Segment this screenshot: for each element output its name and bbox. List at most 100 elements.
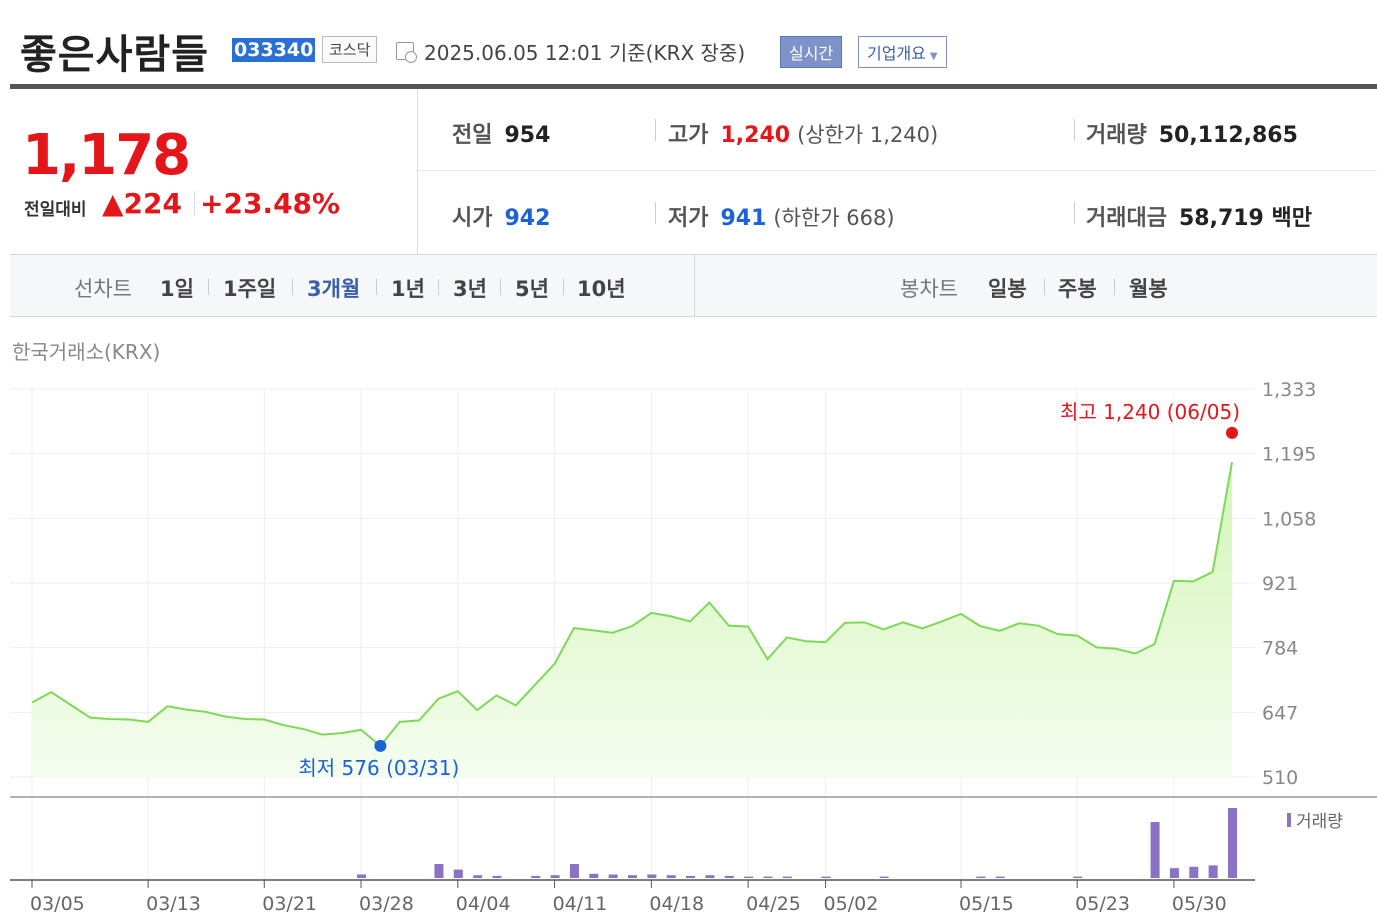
volume-bar	[531, 875, 541, 878]
tab-1d[interactable]: 1일	[160, 277, 194, 301]
stat-open-value: 942	[504, 206, 551, 231]
stat-amount-value: 58,719 백만	[1178, 206, 1313, 231]
tabs-divider	[694, 255, 695, 317]
stat-divider	[655, 202, 656, 224]
volume-bar	[1208, 865, 1218, 878]
volume-bar	[492, 875, 502, 878]
stat-prev-value: 954	[504, 123, 551, 148]
tab-divider	[376, 279, 377, 295]
volume-bar	[1150, 822, 1160, 878]
tab-5y[interactable]: 5년	[515, 277, 549, 301]
y-tick-label: 1,058	[1262, 508, 1316, 530]
tab-weekly[interactable]: 주봉	[1058, 277, 1097, 301]
volume-bar	[744, 876, 754, 878]
price-line	[31, 461, 1233, 748]
volume-bar	[879, 876, 889, 878]
price-chart[interactable]: 1,333 1,195 1,058 921 784 647 510 최저 576 (03/31…	[0, 370, 1377, 915]
x-tick-label: 05/15	[959, 893, 1014, 915]
low-marker	[374, 739, 387, 752]
volume-bar	[434, 864, 444, 878]
tab-divider	[292, 279, 293, 295]
volume-bar	[473, 875, 483, 878]
tab-divider	[1114, 279, 1115, 295]
header-divider	[10, 84, 1377, 89]
volume-bar	[782, 876, 792, 878]
stat-low-label: 저가	[668, 206, 709, 231]
tab-divider	[563, 279, 564, 295]
dropdown-caret-icon: ▼	[929, 51, 938, 62]
stats-row-2: 시가 942 저가 941 (하한가 668) 거래대금 58,719 백만	[418, 172, 1377, 254]
x-tick-label: 03/13	[146, 893, 201, 915]
x-tick-label: 04/04	[456, 893, 511, 915]
volume-bar	[647, 874, 657, 878]
volume-bar	[1189, 866, 1199, 878]
stat-divider	[1074, 202, 1075, 224]
stock-header: 좋은사람들 033340 코스닥 2025.06.05 12:01 기준(KRX…	[0, 0, 1377, 84]
tab-10y[interactable]: 10년	[577, 277, 626, 301]
stat-prev-label: 전일	[452, 123, 493, 148]
x-tick-label: 03/05	[30, 893, 85, 915]
company-info-label: 기업개요	[867, 44, 926, 63]
volume-bar	[821, 876, 831, 878]
y-tick-label: 921	[1262, 573, 1298, 595]
volume-legend-label: 거래량	[1296, 812, 1343, 832]
x-tick-label: 05/02	[824, 893, 879, 915]
change-percent: +23.48%	[200, 187, 341, 220]
tab-monthly[interactable]: 월봉	[1129, 277, 1168, 301]
stat-prev: 전일 954	[452, 117, 550, 149]
stat-volume-label: 거래량	[1086, 123, 1147, 148]
tab-divider	[438, 279, 439, 295]
volume-bar	[976, 876, 986, 878]
volume-bar	[453, 869, 463, 878]
y-tick-label: 1,333	[1262, 379, 1316, 401]
high-marker	[1226, 426, 1238, 439]
x-tick-label: 05/23	[1075, 893, 1130, 915]
stat-low: 저가 941 (하한가 668)	[668, 200, 895, 232]
volume-bar	[763, 876, 773, 878]
volume-bar	[589, 873, 599, 878]
y-tick-label: 1,195	[1262, 444, 1316, 466]
stat-divider	[1074, 119, 1075, 141]
volume-bar	[686, 875, 696, 878]
volume-bar	[608, 874, 618, 878]
x-tick-label: 04/18	[649, 893, 704, 915]
realtime-button[interactable]: 실시간	[780, 36, 843, 68]
stock-code[interactable]: 033340	[232, 38, 316, 62]
candle-chart-label: 봉차트	[900, 277, 958, 301]
line-chart-label: 선차트	[74, 277, 132, 301]
y-tick-label: 784	[1262, 638, 1298, 660]
chart-period-tabs: 선차트 1일 1주일 3개월 1년 3년 5년 10년 봉차트 일봉 주봉 월봉	[10, 254, 1377, 317]
tab-daily[interactable]: 일봉	[988, 277, 1027, 301]
price-panel: 1,178 전일대비 ▲224 +23.48%	[10, 89, 418, 254]
stat-volume: 거래량 50,112,865	[1086, 117, 1298, 149]
market-badge: 코스닥	[322, 36, 378, 63]
y-tick-label: 647	[1262, 702, 1298, 724]
company-info-button[interactable]: 기업개요 ▼	[858, 36, 947, 68]
stats-panel: 전일 954 고가 1,240 (상한가 1,240) 거래량 50,112,865 …	[418, 89, 1377, 254]
x-tick-label: 04/11	[553, 893, 608, 915]
x-tick-label: 04/25	[746, 893, 801, 915]
volume-bar	[724, 875, 734, 878]
calendar-clock-icon	[396, 42, 417, 63]
stat-high: 고가 1,240 (상한가 1,240)	[668, 117, 938, 149]
volume-bar	[550, 875, 560, 878]
volume-bar	[1169, 868, 1179, 878]
stat-lower-limit: (하한가 668)	[773, 206, 895, 230]
exchange-label: 한국거래소(KRX)	[12, 340, 161, 364]
volume-bar	[357, 874, 367, 878]
quote-datetime: 2025.06.05 12:01 기준(KRX 장중)	[424, 41, 746, 65]
tab-divider	[500, 279, 501, 295]
change-divider	[194, 191, 195, 215]
stat-low-value: 941	[720, 206, 767, 231]
change-amount: 224	[123, 187, 182, 220]
tab-1y[interactable]: 1년	[391, 277, 425, 301]
volume-bar	[628, 875, 637, 878]
stat-high-label: 고가	[668, 123, 709, 148]
x-tick-label: 05/30	[1172, 893, 1227, 915]
tab-3y[interactable]: 3년	[453, 277, 487, 301]
stats-row-1: 전일 954 고가 1,240 (상한가 1,240) 거래량 50,112,865	[418, 89, 1377, 171]
x-tick-label: 03/21	[262, 893, 317, 915]
volume-bar	[666, 875, 676, 878]
tab-1w[interactable]: 1주일	[223, 277, 277, 301]
tab-3m[interactable]: 3개월	[307, 277, 361, 301]
